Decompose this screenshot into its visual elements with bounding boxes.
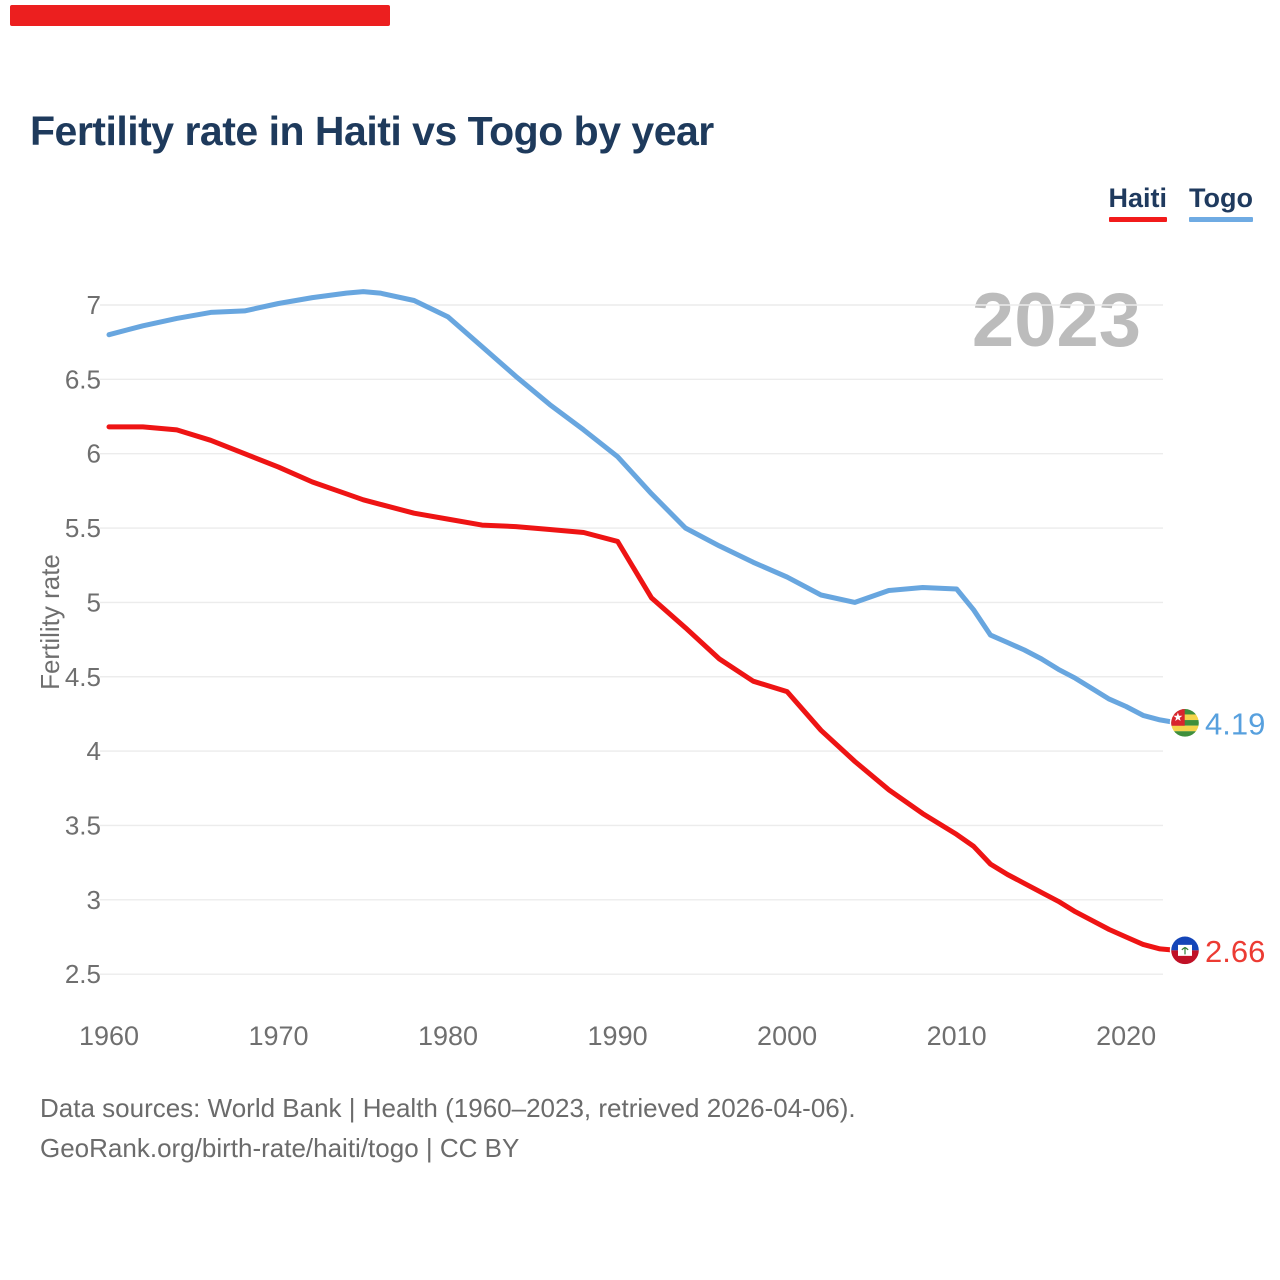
y-tick-label: 3 xyxy=(87,885,101,915)
y-tick-label: 3.5 xyxy=(65,810,101,840)
haiti-value-label: 2.66 xyxy=(1205,934,1265,969)
legend-label-togo: Togo xyxy=(1189,183,1253,213)
legend-underline-togo xyxy=(1189,217,1253,222)
x-tick-label: 1970 xyxy=(248,1021,308,1051)
legend-underline-haiti xyxy=(1108,217,1168,222)
legend-label-haiti: Haiti xyxy=(1108,183,1168,213)
chart-legend: Haiti Togo xyxy=(1108,183,1253,222)
x-tick-label: 1960 xyxy=(79,1021,139,1051)
y-tick-label: 6.5 xyxy=(65,364,101,394)
data-sources-line: Data sources: World Bank | Health (1960–… xyxy=(40,1093,856,1123)
legend-item-togo[interactable]: Togo xyxy=(1189,183,1253,222)
georank-url-line: GeoRank.org/birth-rate/haiti/togo | CC B… xyxy=(40,1133,520,1163)
y-tick-label: 6 xyxy=(87,439,101,469)
togo-value-label: 4.19 xyxy=(1205,706,1265,741)
y-tick-label: 4.5 xyxy=(65,662,101,692)
haiti-flag-icon xyxy=(1171,936,1199,965)
x-tick-label: 1990 xyxy=(588,1021,648,1051)
y-tick-label: 5.5 xyxy=(65,513,101,543)
progress-bar[interactable] xyxy=(10,5,390,26)
y-tick-label: 7 xyxy=(87,290,101,320)
x-tick-label: 2000 xyxy=(757,1021,817,1051)
y-tick-label: 5 xyxy=(87,587,101,617)
legend-item-haiti[interactable]: Haiti xyxy=(1108,183,1168,222)
togo-line xyxy=(106,289,1180,726)
y-tick-label: 4 xyxy=(87,736,101,766)
x-tick-label: 1980 xyxy=(418,1021,478,1051)
togo-flag-icon xyxy=(1171,709,1199,737)
y-tick-label: 2.5 xyxy=(65,959,101,989)
y-axis-title: Fertility rate xyxy=(35,554,65,690)
watermark-year: 2023 xyxy=(972,278,1141,363)
x-tick-label: 2020 xyxy=(1096,1021,1156,1051)
page-title: Fertility rate in Haiti vs Togo by year xyxy=(30,108,714,154)
haiti-line xyxy=(106,424,1180,953)
x-tick-label: 2010 xyxy=(927,1021,987,1051)
attribution-footer: Data sources: World Bank | Health (1960–… xyxy=(40,1088,856,1168)
